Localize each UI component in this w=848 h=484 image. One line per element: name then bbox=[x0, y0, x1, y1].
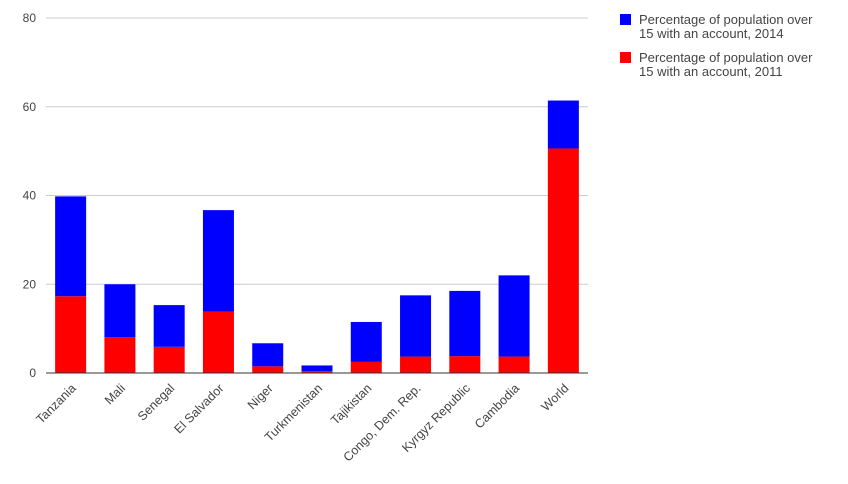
bar-2011-congo-dem-rep- bbox=[400, 356, 432, 373]
legend-swatch bbox=[620, 14, 631, 25]
y-tick-label: 40 bbox=[23, 189, 37, 203]
bar-2014-tanzania bbox=[55, 196, 87, 297]
bar-2011-el-salvador bbox=[202, 311, 234, 373]
y-tick-label: 0 bbox=[29, 366, 36, 380]
legend-label: Percentage of population over bbox=[639, 12, 813, 27]
legend-label: Percentage of population over bbox=[639, 50, 813, 65]
bar-2011-world bbox=[547, 148, 579, 373]
bar-2011-kyrgyz-republic bbox=[449, 356, 481, 373]
y-tick-label: 20 bbox=[23, 277, 37, 291]
bar-2014-mali bbox=[104, 284, 136, 338]
legend-swatch bbox=[620, 52, 631, 63]
bar-2014-niger bbox=[252, 343, 284, 367]
bar-2014-turkmenistan bbox=[301, 365, 333, 372]
bar-2014-cambodia bbox=[498, 275, 530, 357]
gridlines bbox=[46, 17, 588, 285]
x-tick-label: Tanzania bbox=[33, 381, 78, 426]
bar-2011-turkmenistan bbox=[301, 371, 333, 373]
bar-2011-tanzania bbox=[55, 296, 87, 373]
bar-2011-mali bbox=[104, 337, 136, 373]
x-tick-label: Cambodia bbox=[472, 381, 522, 431]
bar-2014-world bbox=[547, 100, 579, 149]
bar-2011-niger bbox=[252, 366, 284, 373]
legend-label: 15 with an account, 2014 bbox=[639, 26, 784, 41]
y-tick-label: 80 bbox=[23, 11, 37, 25]
y-tick-label: 60 bbox=[23, 100, 37, 114]
bar-2014-kyrgyz-republic bbox=[449, 290, 481, 357]
x-tick-label: El Salvador bbox=[171, 381, 226, 436]
y-axis-ticks: 0 20 40 60 80 bbox=[23, 11, 37, 380]
bar-2011-senegal bbox=[153, 346, 185, 373]
legend-label: 15 with an account, 2011 bbox=[639, 64, 783, 79]
bar-2011-tajikistan bbox=[350, 361, 382, 373]
bar-2014-tajikistan bbox=[350, 321, 382, 362]
bar-2014-congo-dem-rep- bbox=[400, 295, 432, 357]
x-tick-label: Tajikistan bbox=[328, 381, 374, 427]
x-tick-label: World bbox=[539, 381, 572, 414]
x-tick-label: Niger bbox=[245, 381, 276, 412]
x-tick-label: Mali bbox=[102, 381, 128, 407]
bar-2014-senegal bbox=[153, 305, 185, 347]
bars bbox=[55, 100, 579, 373]
bar-2014-el-salvador bbox=[202, 210, 234, 312]
x-tick-label: Senegal bbox=[135, 381, 177, 423]
bar-2011-cambodia bbox=[498, 356, 530, 373]
